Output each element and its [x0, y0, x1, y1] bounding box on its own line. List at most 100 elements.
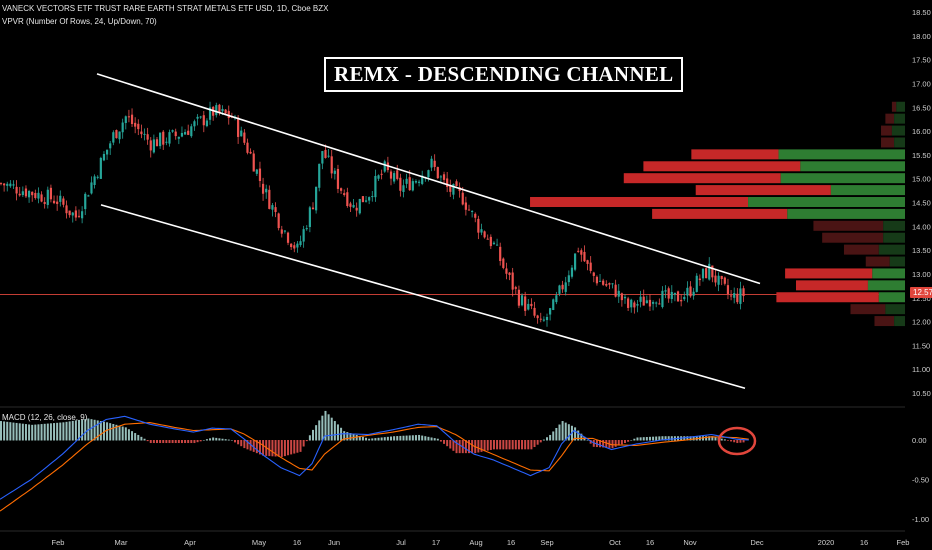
candle-body: [193, 121, 196, 127]
candle-body: [155, 139, 159, 147]
macd-pane: 0.00 -0.50 -1.00: [0, 406, 929, 524]
macd-histogram-bar: [24, 424, 27, 441]
time-tick-label: May: [252, 538, 266, 547]
price-tick-label: 14.00: [912, 222, 931, 231]
candle-body: [196, 116, 199, 119]
macd-histogram-bar: [633, 438, 636, 441]
macd-histogram-bar: [705, 436, 708, 441]
candle-body: [661, 290, 664, 308]
candle-body: [308, 207, 311, 227]
candle-body: [393, 173, 396, 182]
candle-body: [633, 302, 636, 308]
candle-body: [121, 122, 124, 133]
candle-body: [380, 173, 383, 175]
candle-body: [467, 209, 471, 211]
macd-histogram-bar: [642, 437, 645, 441]
candle-body: [726, 285, 730, 294]
macd-histogram-bar: [74, 420, 77, 441]
candle-body: [77, 215, 81, 217]
macd-histogram-bar: [234, 440, 236, 443]
macd-histogram-bar: [212, 437, 215, 441]
candle-body: [183, 132, 187, 135]
volume-profile-down-bar: [822, 232, 884, 243]
candle-body: [595, 276, 599, 284]
macd-histogram-bar: [184, 440, 187, 444]
candle-body: [524, 296, 527, 311]
time-axis: Feb Mar Apr May 16 Jun Jul 17 Aug 16 Sep Oct 16 Nov De…: [0, 530, 909, 547]
candle-body: [539, 318, 542, 320]
candle-body: [243, 132, 246, 143]
vpvr-label: VPVR (Number Of Rows, 24, Up/Down, 70): [2, 17, 157, 26]
candle-body: [399, 177, 402, 191]
candle-body: [352, 205, 355, 208]
candle-body: [558, 285, 561, 294]
macd-histogram-bar: [346, 432, 349, 441]
candle-body: [215, 105, 218, 116]
macd-histogram-bar: [365, 437, 368, 441]
volume-profile-up-bar: [830, 185, 905, 196]
candle-body: [499, 246, 502, 261]
macd-histogram-bar: [315, 425, 318, 441]
macd-histogram-bar: [552, 431, 555, 441]
candle-body: [324, 149, 327, 158]
macd-histogram-bar: [333, 421, 336, 441]
macd-histogram-bar: [439, 440, 442, 442]
candle-body: [686, 287, 689, 296]
candle-body: [439, 176, 443, 178]
macd-histogram-bar: [143, 438, 146, 441]
volume-profile-down-bar: [796, 280, 868, 291]
macd-histogram-bar: [639, 437, 642, 441]
candle-body: [43, 202, 46, 204]
time-tick-label: Mar: [115, 538, 128, 547]
candle-body: [639, 296, 642, 302]
candle-body: [614, 284, 617, 297]
candle-body: [655, 302, 658, 304]
channel-upper-line: [96, 73, 761, 285]
macd-histogram-bar: [324, 410, 327, 441]
candle-body: [511, 272, 514, 290]
candle-body: [611, 283, 614, 285]
macd-histogram-bar: [358, 435, 361, 441]
macd-histogram-bar: [711, 436, 714, 441]
macd-histogram-bar: [533, 440, 536, 448]
macd-histogram-bar: [577, 430, 580, 441]
price-tick-label: 15.50: [912, 151, 931, 160]
macd-histogram-bar: [152, 440, 155, 444]
price-tick-label: 13.50: [912, 246, 931, 255]
volume-profile-up-bar: [891, 125, 905, 136]
candle-body: [536, 315, 539, 319]
price-tick-label: 12.50: [912, 294, 931, 303]
candle-body: [52, 200, 56, 204]
macd-histogram-bar: [686, 436, 689, 441]
candle-body: [383, 161, 386, 172]
macd-histogram-bar: [168, 440, 171, 444]
macd-histogram-bar: [692, 436, 695, 441]
macd-histogram-bar: [156, 440, 158, 444]
candle-body: [477, 218, 480, 233]
signal-line: [0, 422, 749, 512]
macd-histogram-bar: [137, 434, 140, 441]
macd-histogram-bar: [305, 440, 308, 442]
candle-body: [280, 229, 283, 234]
candle-body: [520, 295, 524, 306]
price-tick-label: 12.00: [912, 318, 931, 327]
macd-histogram-bar: [293, 440, 296, 454]
macd-histogram-bar: [330, 417, 333, 441]
candle-body: [555, 295, 558, 303]
candle-body: [711, 265, 714, 278]
macd-histogram-bar: [542, 439, 545, 441]
candle-body: [592, 272, 595, 276]
candle-body: [464, 202, 467, 210]
time-tick-label: 16: [293, 538, 301, 547]
time-tick-label: Apr: [184, 538, 196, 547]
macd-histogram-bar: [530, 440, 533, 450]
macd-histogram-bar: [399, 435, 402, 441]
candle-body: [27, 191, 31, 198]
macd-histogram-bar: [368, 438, 371, 441]
volume-profile-up-bar: [883, 220, 905, 231]
macd-histogram-bar: [308, 435, 311, 441]
candle-body: [680, 299, 683, 302]
candle-body: [24, 188, 28, 197]
candle-body: [6, 183, 9, 186]
